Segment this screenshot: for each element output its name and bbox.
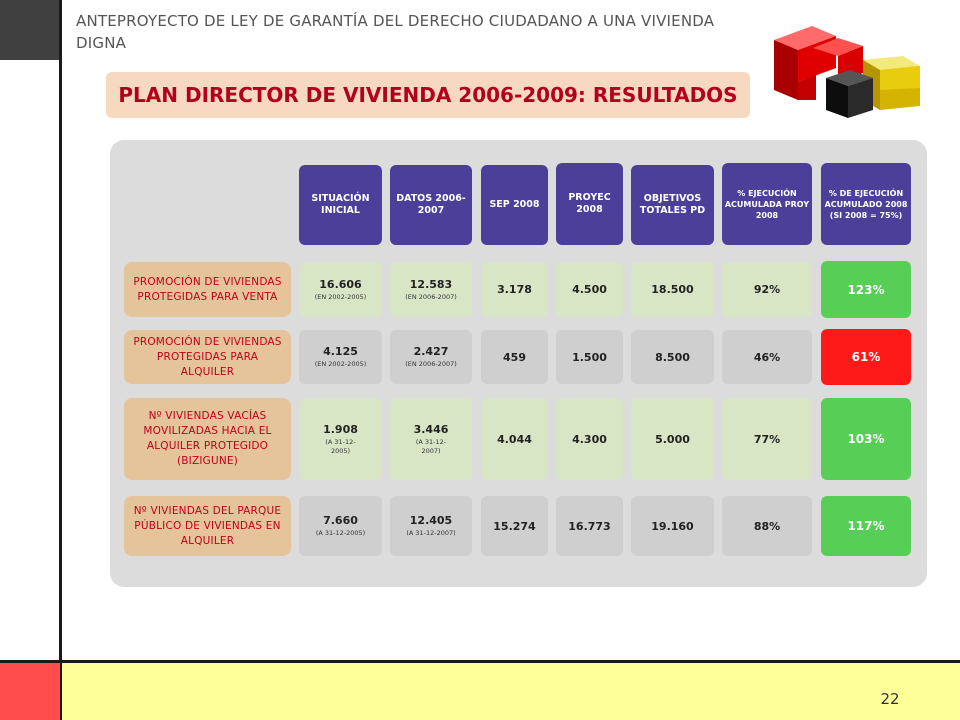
cell-objetivos: 8.500 — [631, 330, 714, 384]
cell-situacion: 1.908 (A 31-12-2005) — [299, 398, 382, 480]
cell-note: (A 31-12-2007) — [415, 437, 447, 455]
cell-objetivos: 5.000 — [631, 398, 714, 480]
cell-ejecucion-acumulado: 123% — [821, 261, 911, 318]
cell-proyec: 4.300 — [556, 398, 623, 480]
cell-value: 77% — [753, 432, 781, 446]
cell-datos: 3.446 (A 31-12-2007) — [390, 398, 472, 480]
cell-note: (A 31-12-2005) — [315, 529, 366, 537]
cell-proyec: 4.500 — [556, 262, 623, 317]
cell-value: 123% — [847, 282, 885, 297]
cell-objetivos: 19.160 — [631, 496, 714, 556]
cell-note: (EN 2006-2007) — [405, 292, 457, 301]
cell-ejecucion-proy: 88% — [722, 496, 812, 556]
cell-value: 4.500 — [572, 283, 607, 296]
cell-value: 3.446 — [413, 422, 449, 436]
column-header-objetivos: OBJETIVOS TOTALES PD — [631, 165, 714, 245]
cubes-logo — [774, 26, 920, 118]
cell-value: 46% — [753, 350, 781, 364]
cell-note: (EN 2002-2005) — [314, 292, 367, 301]
cell-value: 3.178 — [497, 283, 532, 296]
cell-value: 19.160 — [651, 519, 694, 533]
column-header-ejecucion-acumulado: % DE EJECUCIÓN ACUMULADO 2008 (SI 2008 =… — [821, 163, 911, 245]
cell-ejecucion-acumulado: 103% — [821, 398, 911, 480]
cell-ejecucion-acumulado: 61% — [821, 329, 911, 385]
cell-situacion: 16.606 (EN 2002-2005) — [299, 262, 382, 317]
cell-value: 4.044 — [497, 432, 532, 446]
cell-value: 117% — [847, 519, 885, 533]
cell-situacion: 4.125 (EN 2002-2005) — [299, 330, 382, 384]
cell-ejecucion-acumulado: 117% — [821, 496, 911, 556]
cell-value: 1.908 — [323, 422, 358, 436]
cell-value: 103% — [847, 432, 885, 446]
cell-value: 5.000 — [655, 432, 690, 446]
cell-sep: 3.178 — [481, 262, 548, 317]
cell-value: 7.660 — [323, 514, 358, 527]
section-title: PLAN DIRECTOR DE VIVIENDA 2006-2009: RES… — [118, 83, 738, 107]
cell-ejecucion-proy: 92% — [722, 262, 812, 317]
column-header-datos: DATOS 2006-2007 — [390, 165, 472, 245]
cell-datos: 12.405 (A 31-12-2007) — [390, 496, 472, 556]
cell-sep: 4.044 — [481, 398, 548, 480]
cell-value: 4.125 — [323, 345, 358, 358]
cell-objetivos: 18.500 — [631, 262, 714, 317]
cell-datos: 12.583 (EN 2006-2007) — [390, 262, 472, 317]
column-header-ejecucion-proy: % EJECUCIÓN ACUMULADA PROY 2008 — [722, 163, 812, 245]
cell-value: 92% — [753, 283, 781, 296]
page-number: 22 — [880, 690, 900, 708]
cell-value: 2.427 — [413, 345, 449, 358]
cell-value: 12.405 — [409, 514, 453, 527]
cell-ejecucion-proy: 46% — [722, 330, 812, 384]
column-header-proyec: PROYEC 2008 — [556, 163, 623, 245]
footer-band — [62, 660, 960, 720]
cell-value: 16.773 — [568, 519, 611, 533]
column-header-sep: SEP 2008 — [481, 165, 548, 245]
cell-value: 459 — [503, 350, 526, 364]
document-title: ANTEPROYECTO DE LEY DE GARANTÍA DEL DERE… — [76, 12, 715, 52]
cell-value: 16.606 — [319, 277, 362, 291]
cell-situacion: 7.660 (A 31-12-2005) — [299, 496, 382, 556]
cell-sep: 15.274 — [481, 496, 548, 556]
cell-ejecucion-proy: 77% — [722, 398, 812, 480]
cell-value: 18.500 — [651, 283, 694, 296]
row-label-alquiler: PROMOCIÓN DE VIVIENDAS PROTEGIDAS PARA A… — [124, 330, 291, 384]
column-header-situacion: SITUACIÓN INICIAL — [299, 165, 382, 245]
cell-proyec: 1.500 — [556, 330, 623, 384]
cell-value: 1.500 — [572, 350, 607, 364]
cell-value: 15.274 — [493, 519, 536, 533]
cell-value: 61% — [851, 350, 881, 364]
cell-sep: 459 — [481, 330, 548, 384]
cell-value: 88% — [753, 519, 781, 533]
cell-note: (A 31-12-2007) — [406, 529, 456, 537]
section-title-background — [106, 72, 750, 118]
cell-value: 12.583 — [409, 277, 453, 291]
cell-value: 4.300 — [572, 432, 607, 446]
corner-block-bottom — [0, 660, 60, 720]
row-label-bizigune: Nº VIVIENDAS VACÍAS MOVILIZADAS HACIA EL… — [124, 398, 291, 480]
cell-note: (EN 2006-2007) — [405, 360, 457, 368]
cell-value: 8.500 — [655, 350, 690, 364]
corner-block-top — [0, 0, 60, 60]
row-label-venta: PROMOCIÓN DE VIVIENDAS PROTEGIDAS PARA V… — [124, 262, 291, 317]
row-label-parque-publico: Nº VIVIENDAS DEL PARQUE PÚBLICO DE VIVIE… — [124, 496, 291, 556]
cell-note: (EN 2002-2005) — [314, 360, 367, 368]
cell-proyec: 16.773 — [556, 496, 623, 556]
vertical-divider — [59, 0, 62, 720]
cell-note: (A 31-12-2005) — [325, 437, 356, 455]
cell-datos: 2.427 (EN 2006-2007) — [390, 330, 472, 384]
